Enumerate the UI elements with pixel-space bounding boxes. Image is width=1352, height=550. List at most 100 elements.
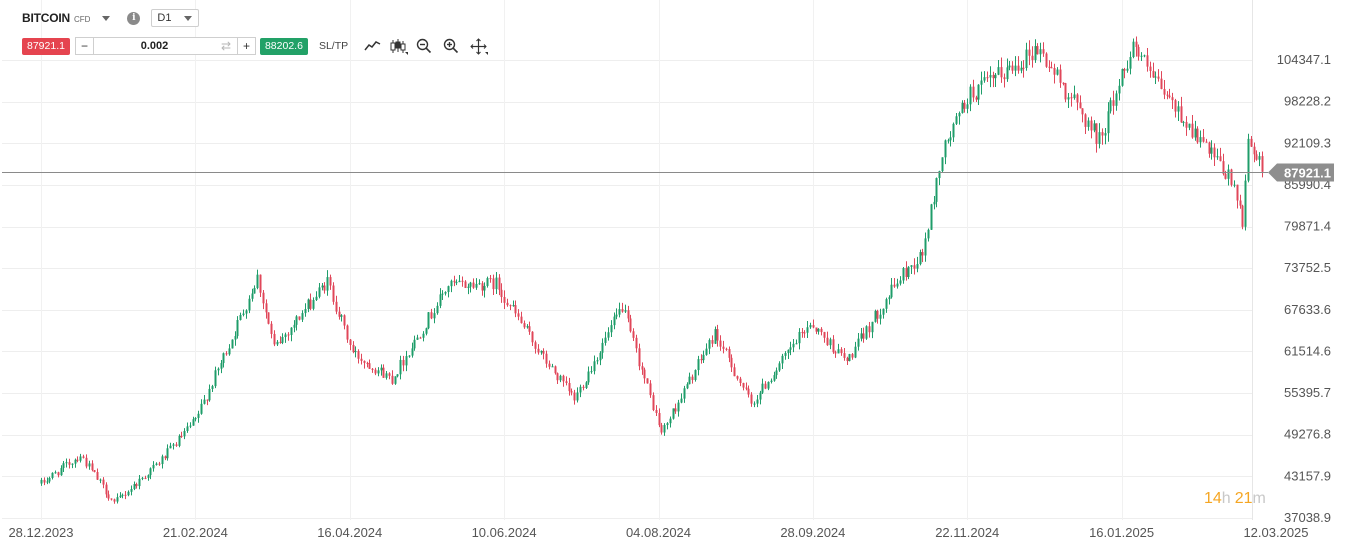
instrument-name[interactable]: BITCOIN <box>22 11 70 25</box>
candle-body <box>596 360 599 362</box>
candle <box>531 331 534 346</box>
candle <box>596 357 599 365</box>
candle-body <box>234 336 237 340</box>
candle <box>632 328 635 342</box>
candle-body <box>267 312 270 324</box>
candle <box>1064 82 1067 103</box>
candle-body <box>792 343 795 348</box>
candle-body <box>576 392 579 401</box>
candlestick-icon[interactable] <box>388 37 409 55</box>
candle <box>155 462 158 466</box>
candle-body <box>450 280 453 287</box>
candle <box>1137 44 1140 61</box>
candle-body <box>1107 111 1110 134</box>
candle <box>629 314 632 333</box>
candle <box>851 353 854 360</box>
zoom-in-icon[interactable] <box>441 37 461 55</box>
candle <box>71 463 74 469</box>
candle-body <box>158 463 161 465</box>
candle-body <box>1250 138 1253 147</box>
candle-body <box>890 284 893 298</box>
increase-quantity-button[interactable]: + <box>236 38 255 54</box>
candle <box>615 308 618 320</box>
candle-body <box>1258 156 1261 160</box>
candle <box>1070 92 1073 107</box>
candle <box>733 363 736 377</box>
sltp-button[interactable]: SL/TP <box>318 40 349 52</box>
candle <box>1093 120 1096 133</box>
candle <box>899 276 902 286</box>
timeframe-value: D1 <box>157 12 172 24</box>
chevron-down-icon[interactable] <box>102 16 111 21</box>
candle-body <box>1168 95 1171 98</box>
candle <box>1261 151 1264 178</box>
candle-body <box>411 348 414 356</box>
candle <box>573 389 576 405</box>
info-icon[interactable]: i <box>127 11 141 25</box>
candle-body <box>301 313 304 320</box>
crosshair-move-icon[interactable] <box>468 37 489 55</box>
swap-icon[interactable]: ⇄ <box>220 39 231 53</box>
candle <box>784 351 787 360</box>
candle-body <box>439 294 442 306</box>
line-chart-icon[interactable] <box>362 37 382 55</box>
candle-body <box>475 283 478 288</box>
candle-body <box>1011 65 1014 71</box>
candle-body <box>192 419 195 426</box>
candle <box>96 468 99 481</box>
candle <box>983 71 986 83</box>
candle <box>526 324 529 329</box>
candle-body <box>983 77 986 81</box>
candle <box>293 320 296 333</box>
candle-body <box>46 481 49 483</box>
candle <box>206 399 209 406</box>
candle-body <box>349 339 352 345</box>
candle-body <box>279 341 282 343</box>
candle-body <box>1084 114 1087 127</box>
candle <box>231 339 234 349</box>
candle-body <box>997 67 1000 75</box>
chart-grid <box>2 0 1253 520</box>
zoom-out-icon[interactable] <box>414 37 434 55</box>
buy-button[interactable]: 88202.6 <box>259 37 308 55</box>
quantity-input[interactable] <box>93 40 215 52</box>
candle-body <box>587 371 590 383</box>
candle-body <box>1062 82 1065 84</box>
candle <box>65 458 68 468</box>
candle <box>663 423 666 436</box>
candle <box>643 367 646 384</box>
price-axis-label: 49276.8 <box>1284 427 1331 442</box>
decrease-quantity-button[interactable]: − <box>76 38 94 54</box>
candle-body <box>1076 94 1079 103</box>
candle-body <box>416 337 419 340</box>
candle-body <box>722 346 725 349</box>
candle <box>1090 116 1093 139</box>
candle <box>924 232 927 262</box>
candle <box>815 327 818 335</box>
candle <box>1219 147 1222 162</box>
candle <box>773 371 776 382</box>
candle <box>1011 61 1014 74</box>
candle-body <box>371 368 374 370</box>
candle-body <box>43 479 46 483</box>
current-price-tag: 87921.1 <box>1268 163 1334 182</box>
candle-body <box>290 327 293 335</box>
candle-body <box>99 479 102 481</box>
sell-button[interactable]: 87921.1 <box>22 37 70 55</box>
candle-body <box>747 388 750 395</box>
candle-body <box>256 274 259 289</box>
candle-body <box>888 297 891 300</box>
candle <box>919 249 922 266</box>
candle <box>164 455 167 461</box>
candle <box>977 84 980 105</box>
candle <box>725 347 728 351</box>
candle-body <box>1219 156 1222 162</box>
candle-body <box>91 463 94 471</box>
candle <box>745 382 748 391</box>
candle-body <box>1101 132 1104 136</box>
timeframe-select[interactable]: D1 <box>151 9 200 27</box>
candle <box>1036 43 1039 55</box>
candle <box>862 327 865 343</box>
candle-body <box>1185 121 1188 128</box>
